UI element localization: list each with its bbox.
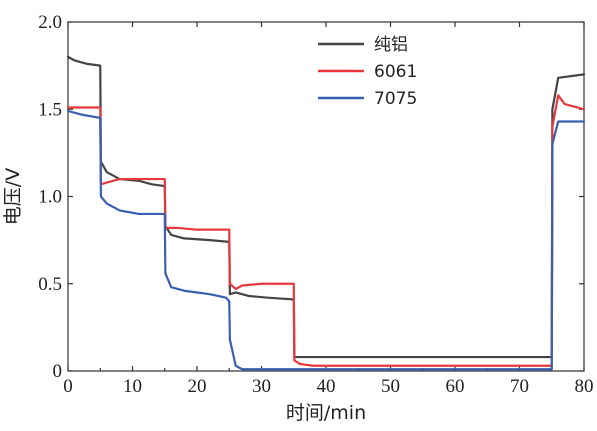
y-tick-label: 1.5 xyxy=(38,99,62,120)
x-axis: 0 10 20 30 40 50 60 70 80 xyxy=(63,22,594,397)
x-tick-label: 20 xyxy=(188,376,207,397)
x-tick-label: 80 xyxy=(575,376,594,397)
x-tick-label: 0 xyxy=(63,376,73,397)
legend-label: 纯铝 xyxy=(374,35,408,55)
y-tick-label: 2.0 xyxy=(38,12,62,33)
x-tick-label: 50 xyxy=(381,376,400,397)
x-tick-label: 40 xyxy=(317,376,336,397)
x-tick-label: 10 xyxy=(123,376,142,397)
series-line-纯铝 xyxy=(66,55,586,359)
x-tick-label: 60 xyxy=(446,376,465,397)
y-axis-title: 电压/V xyxy=(2,168,24,225)
y-tick-label: 1.0 xyxy=(38,187,62,208)
axis-frame xyxy=(67,21,585,372)
series-line-6061 xyxy=(66,94,586,367)
plot-area: 0 10 20 30 40 50 60 70 80 0 0.5 1.0 1.5 2.0 xyxy=(38,12,593,397)
y-tick-label: 0.5 xyxy=(38,274,62,295)
series-lines xyxy=(66,55,586,371)
series-line-7075 xyxy=(66,109,586,371)
x-tick-label: 30 xyxy=(252,376,271,397)
legend: 纯铝 6061 7075 xyxy=(318,35,417,109)
legend-label: 7075 xyxy=(374,89,417,109)
y-tick-label: 0 xyxy=(53,361,63,382)
y-axis: 0 0.5 1.0 1.5 2.0 xyxy=(38,12,584,382)
x-tick-label: 70 xyxy=(510,376,529,397)
legend-label: 6061 xyxy=(374,62,417,82)
x-axis-title: 时间/min xyxy=(286,402,366,424)
